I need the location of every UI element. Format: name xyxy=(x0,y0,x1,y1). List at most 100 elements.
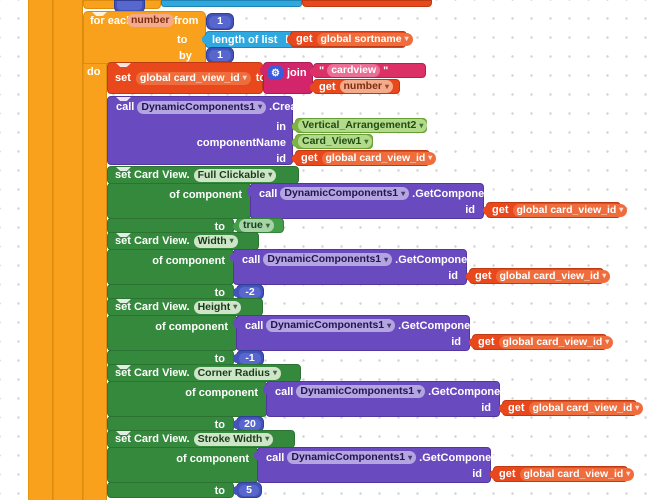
set-cardview-label: set Card View. xyxy=(115,169,190,181)
call-label: call xyxy=(259,187,278,200)
dropdown-icon: ▾ xyxy=(233,302,238,311)
string-field[interactable]: cardview xyxy=(327,64,381,77)
to-label: to xyxy=(214,221,225,233)
cutoff-variable-block-bar[interactable] xyxy=(302,0,432,7)
card-view1-block[interactable]: Card_View1 ▾ xyxy=(292,134,373,149)
outer-block-band-2[interactable] xyxy=(53,0,83,500)
get-component-call-block[interactable]: call DynamicComponents1 ▾ .GetComponent i… xyxy=(233,315,481,351)
get-component-call-block[interactable]: call DynamicComponents1 ▾ .GetComponent i… xyxy=(254,447,502,483)
create-call-block[interactable]: call DynamicComponents1 ▾ .Create in comp… xyxy=(107,96,306,165)
vertical-arrangement-block[interactable]: Vertical_Arrangement2 ▾ xyxy=(292,118,428,133)
number-field[interactable]: -2 xyxy=(239,286,261,298)
property-dropdown-chip[interactable]: Height ▾ xyxy=(193,300,242,314)
set-cardview-body[interactable]: of component xyxy=(107,183,251,219)
open-quote: " xyxy=(319,64,325,77)
get-card-view-id-block[interactable]: get global card_view_id ▾ xyxy=(469,334,614,350)
get-card-view-id-block[interactable]: get global card_view_id ▾ xyxy=(292,150,437,166)
id-label: id xyxy=(451,336,461,348)
by-number-block[interactable]: 1 xyxy=(206,47,234,63)
to-label: to xyxy=(214,287,225,299)
card-view1-chip[interactable]: Card_View1 ▾ xyxy=(298,135,373,148)
number-block[interactable]: 5 xyxy=(233,482,262,498)
property-dropdown-chip[interactable]: Corner Radius ▾ xyxy=(193,366,281,380)
property-dropdown-chip[interactable]: Stroke Width ▾ xyxy=(193,432,274,446)
component-dropdown-chip[interactable]: DynamicComponents1 ▾ xyxy=(137,100,267,114)
from-number-block[interactable]: 1 xyxy=(206,13,234,30)
number-field[interactable]: 5 xyxy=(239,484,259,496)
vertical-arrangement-chip[interactable]: Vertical_Arrangement2 ▾ xyxy=(298,119,428,132)
component-dropdown-chip[interactable]: DynamicComponents1 ▾ xyxy=(280,187,410,200)
property-dropdown-chip[interactable]: Full Clickable ▾ xyxy=(193,168,277,182)
set-cardview-header[interactable]: set Card View. Width ▾ xyxy=(107,232,259,250)
to-label: to xyxy=(255,72,267,84)
get-label: get xyxy=(301,152,318,164)
by-label: by xyxy=(179,50,192,62)
set-cardview-header[interactable]: set Card View. Stroke Width ▾ xyxy=(107,430,295,448)
set-variable-block[interactable]: set global card_view_id ▾ to xyxy=(107,62,267,94)
card-view-id-var-chip[interactable]: global card_view_id ▾ xyxy=(135,71,251,85)
card-view-id-var-chip[interactable]: global card_view_id ▾ xyxy=(519,467,635,481)
card-view-id-var-chip[interactable]: global card_view_id ▾ xyxy=(495,269,611,283)
get-component-method-label: .GetComponent xyxy=(428,385,511,398)
set-cardview-body[interactable]: of component xyxy=(107,447,258,483)
of-component-label: of component xyxy=(185,387,258,399)
in-label: in xyxy=(276,121,286,133)
get-card-view-id-block[interactable]: get global card_view_id ▾ xyxy=(499,400,644,416)
of-component-label: of component xyxy=(155,321,228,333)
loop-param-chip[interactable]: number xyxy=(127,14,174,27)
set-cardview-label: set Card View. xyxy=(115,433,190,445)
call-label: call xyxy=(116,101,135,113)
set-cardview-body[interactable]: of component xyxy=(107,249,234,285)
get-label: get xyxy=(508,402,525,414)
number-field[interactable]: 20 xyxy=(239,418,261,430)
number-field[interactable]: -1 xyxy=(239,352,261,364)
outer-block-band-1[interactable] xyxy=(28,0,53,500)
get-number-block[interactable]: get number ▾ xyxy=(310,79,400,94)
of-component-label: of component xyxy=(169,189,242,201)
set-cardview-body[interactable]: of component xyxy=(107,315,237,351)
component-dropdown-chip[interactable]: DynamicComponents1 ▾ xyxy=(263,253,393,266)
get-sortname-block[interactable]: get global sortname ▾ xyxy=(287,31,413,47)
get-component-method-label: .GetComponent xyxy=(395,253,478,266)
join-block[interactable]: ⚙ join xyxy=(260,62,313,94)
from-number-field[interactable]: 1 xyxy=(209,15,231,28)
text-string-block[interactable]: " cardview " xyxy=(310,63,426,78)
card-view-id-var-chip[interactable]: global card_view_id ▾ xyxy=(512,203,628,217)
id-label: id xyxy=(472,468,482,480)
dropdown-icon: ▾ xyxy=(408,452,413,462)
sortname-var-chip[interactable]: global sortname ▾ xyxy=(316,32,413,46)
true-chip[interactable]: true ▾ xyxy=(239,219,274,232)
gear-icon[interactable]: ⚙ xyxy=(268,66,283,80)
set-cardview-header[interactable]: set Card View. Height ▾ xyxy=(107,298,263,316)
number-param-chip[interactable]: number ▾ xyxy=(339,80,394,93)
set-cardview-header[interactable]: set Card View. Full Clickable ▾ xyxy=(107,166,299,184)
card-view-id-var-chip[interactable]: global card_view_id ▾ xyxy=(528,401,644,415)
dropdown-icon: ▾ xyxy=(605,337,610,346)
by-number-field[interactable]: 1 xyxy=(209,49,231,61)
set-cardview-header[interactable]: set Card View. Corner Radius ▾ xyxy=(107,364,301,382)
number-block[interactable]: 20 xyxy=(233,416,264,432)
get-card-view-id-block[interactable]: get global card_view_id ▾ xyxy=(466,268,611,284)
get-component-call-block[interactable]: call DynamicComponents1 ▾ .GetComponent i… xyxy=(230,249,478,285)
get-card-view-id-block[interactable]: get global card_view_id ▾ xyxy=(483,202,628,218)
get-card-view-id-block[interactable]: get global card_view_id ▾ xyxy=(490,466,635,482)
card-view-id-var-chip[interactable]: global card_view_id ▾ xyxy=(498,335,614,349)
get-component-method-label: .GetComponent xyxy=(398,319,481,332)
component-dropdown-chip[interactable]: DynamicComponents1 ▾ xyxy=(296,385,426,398)
component-dropdown-chip[interactable]: DynamicComponents1 ▾ xyxy=(287,451,417,464)
dropdown-icon: ▾ xyxy=(428,153,433,162)
dropdown-icon: ▾ xyxy=(419,120,424,130)
set-cardview-to-row[interactable]: to xyxy=(107,482,234,498)
get-component-call-block[interactable]: call DynamicComponents1 ▾ .GetComponent i… xyxy=(263,381,511,417)
dropdown-icon: ▾ xyxy=(229,236,234,245)
set-cardview-body[interactable]: of component xyxy=(107,381,267,417)
dropdown-icon: ▾ xyxy=(265,220,270,230)
property-dropdown-chip[interactable]: Width ▾ xyxy=(193,234,238,248)
cutoff-list-block-bar[interactable] xyxy=(161,0,302,7)
component-dropdown-chip[interactable]: DynamicComponents1 ▾ xyxy=(266,319,396,332)
for-each-left-edge[interactable] xyxy=(83,64,107,500)
true-block[interactable]: true ▾ xyxy=(233,218,284,233)
card-view-id-var-chip[interactable]: global card_view_id ▾ xyxy=(321,151,437,165)
get-component-call-block[interactable]: call DynamicComponents1 ▾ .GetComponent i… xyxy=(247,183,495,219)
